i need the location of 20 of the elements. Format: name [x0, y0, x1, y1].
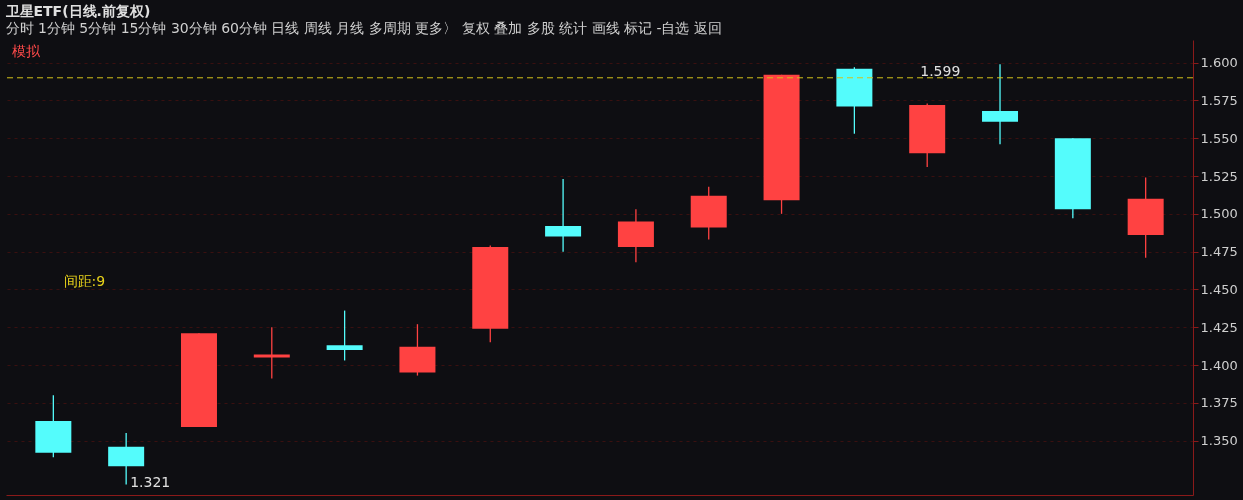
y-tick-label: 1.500 [1200, 206, 1238, 222]
y-tick-label: 1.425 [1200, 319, 1238, 335]
y-tick-label: 1.575 [1200, 92, 1238, 108]
annotation: 1.599 [920, 62, 961, 79]
y-tick-label: 1.475 [1200, 244, 1238, 260]
y-tick-label: 1.600 [1200, 55, 1238, 71]
y-tick-label: 1.550 [1200, 130, 1238, 146]
candlestick [326, 309, 363, 362]
annotation: 模拟 [11, 43, 41, 60]
candlestick [982, 63, 1019, 145]
y-tick-label: 1.525 [1200, 168, 1238, 184]
y-tick-label: 1.450 [1200, 281, 1238, 297]
annotation: 1.321 [130, 473, 171, 490]
candlestick [253, 326, 290, 380]
y-tick-label: 1.375 [1200, 395, 1238, 411]
chart-title: 卫星ETF(日线.前复权) [4, 3, 151, 19]
chart-subtitle: 分时 1分钟 5分钟 15分钟 30分钟 60分钟 日线 周线 月线 多周期 更多〉 复权 叠加 多股 统计 画线 标记 -自选 返回 [5, 20, 722, 36]
y-tick-label: 1.350 [1200, 433, 1238, 449]
y-tick-label: 1.400 [1200, 357, 1238, 373]
annotation: 间距:9 [63, 272, 106, 289]
